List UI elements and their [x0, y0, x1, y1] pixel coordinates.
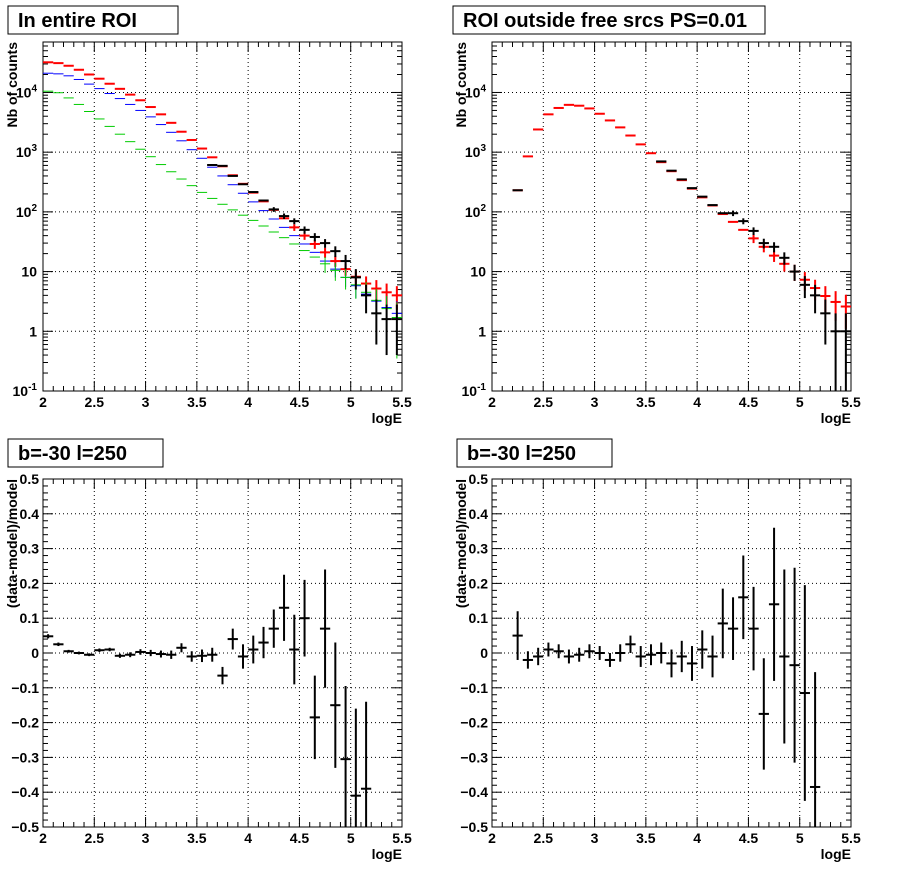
x-axis-label: logE: [821, 846, 851, 862]
title-box: [456, 438, 613, 468]
y-tick-label: 0: [31, 645, 39, 661]
y-tick-label: 0.2: [20, 575, 40, 591]
x-tick-label: 4: [244, 394, 252, 410]
plot-frame: [491, 41, 852, 392]
chart-title: b=-30 l=250: [18, 443, 127, 465]
x-tick-label: 5: [796, 394, 804, 410]
y-tick-label: 0.5: [20, 471, 40, 487]
x-tick-label: 4.5: [739, 394, 759, 410]
y-tick-label: −0.4: [460, 784, 488, 800]
x-tick-label: 2.5: [534, 394, 554, 410]
y-tick-label: −0.3: [11, 749, 39, 765]
x-tick-label: 3: [591, 830, 599, 846]
y-tick-label: 10-1: [462, 382, 487, 399]
y-tick-label: 104: [16, 83, 38, 100]
chart-title: In entire ROI: [18, 10, 137, 32]
x-tick-label: 2: [488, 830, 496, 846]
x-tick-label: 3.5: [187, 394, 207, 410]
x-tick-label: 3.5: [636, 830, 656, 846]
title-box: [452, 5, 766, 35]
x-tick-label: 2.5: [85, 830, 105, 846]
x-tick-label: 4: [244, 830, 252, 846]
y-tick-label: 1: [29, 323, 37, 339]
pad-roi-outside-free-srcs: 2 2.5 3 3.5 4 4.5 5 5.5 10-1 1 10 102 103 104 logE Nb o…: [452, 5, 861, 426]
y-tick-label: 0.2: [469, 575, 489, 591]
x-tick-label: 2.5: [534, 830, 554, 846]
x-tick-label: 3.5: [187, 830, 207, 846]
x-tick-label: 4.5: [739, 830, 759, 846]
title-box: [7, 438, 164, 468]
x-tick-label: 4.5: [290, 394, 310, 410]
y-tick-label: 1: [478, 323, 486, 339]
x-tick-label: 3: [142, 830, 150, 846]
y-tick-label: 103: [16, 143, 38, 160]
plot-frame: [42, 478, 403, 828]
y-tick-label: 102: [16, 203, 38, 220]
y-tick-label: −0.1: [460, 680, 488, 696]
y-tick-label: −0.5: [460, 819, 488, 835]
y-tick-label: −0.3: [460, 749, 488, 765]
y-axis-label: (data-model)/model: [4, 479, 20, 608]
x-tick-label: 5.5: [841, 830, 861, 846]
x-axis-label: logE: [821, 410, 851, 426]
x-tick-label: 5: [347, 830, 355, 846]
y-tick-label: −0.4: [11, 784, 39, 800]
x-tick-label: 2: [488, 394, 496, 410]
x-tick-label: 4: [693, 394, 701, 410]
y-tick-label: −0.2: [460, 715, 488, 731]
x-tick-label: 5: [796, 830, 804, 846]
y-axis-label: (data-model)/model: [453, 479, 469, 608]
pad-residual-right: 2 2.5 3 3.5 4 4.5 5 5.5 −0.5 −0.4 −0.3 −0.2 −0.1 0 0.1…: [453, 438, 861, 862]
x-tick-label: 2: [39, 830, 47, 846]
y-tick-label: 10: [470, 264, 486, 280]
y-tick-label: 0.3: [20, 541, 40, 557]
y-axis-label: Nb of counts: [453, 42, 469, 128]
y-tick-label: −0.5: [11, 819, 39, 835]
y-tick-label: 10: [21, 264, 37, 280]
y-tick-label: 104: [465, 83, 487, 100]
pad-residual-left: 2 2.5 3 3.5 4 4.5 5 5.5 −0.5 −0.4 −0.3 −0.2 −0.1 0 0.1…: [4, 438, 412, 862]
y-tick-label: 0.4: [20, 506, 40, 522]
y-tick-label: 103: [465, 143, 487, 160]
y-tick-label: −0.1: [11, 680, 39, 696]
x-axis-label: logE: [372, 846, 402, 862]
x-tick-label: 2: [39, 394, 47, 410]
x-tick-label: 4.5: [290, 830, 310, 846]
y-tick-label: 0.5: [469, 471, 489, 487]
plot-frame: [42, 41, 403, 392]
x-axis-label: logE: [372, 410, 402, 426]
y-tick-label: 0.1: [469, 610, 489, 626]
title-box: [7, 5, 179, 35]
pad-entire-roi: 2 2.5 3 3.5 4 4.5 5 5.5 10-1 1 10 102 103 104 logE Nb o…: [4, 5, 412, 426]
x-tick-label: 5.5: [841, 394, 861, 410]
chart-title: ROI outside free srcs PS=0.01: [463, 10, 747, 32]
y-tick-label: 0: [480, 645, 488, 661]
y-tick-label: 10-1: [13, 382, 38, 399]
y-tick-label: 0.1: [20, 610, 40, 626]
x-tick-label: 3: [591, 394, 599, 410]
y-axis-label: Nb of counts: [4, 42, 20, 128]
y-tick-label: −0.2: [11, 715, 39, 731]
y-tick-label: 0.3: [469, 541, 489, 557]
x-tick-label: 3: [142, 394, 150, 410]
x-tick-label: 3.5: [636, 394, 656, 410]
x-tick-label: 5.5: [392, 830, 412, 846]
x-tick-label: 5: [347, 394, 355, 410]
x-tick-label: 2.5: [85, 394, 105, 410]
x-tick-label: 5.5: [392, 394, 412, 410]
y-tick-label: 0.4: [469, 506, 489, 522]
chart-title: b=-30 l=250: [467, 443, 576, 465]
x-tick-label: 4: [693, 830, 701, 846]
y-tick-label: 102: [465, 203, 487, 220]
